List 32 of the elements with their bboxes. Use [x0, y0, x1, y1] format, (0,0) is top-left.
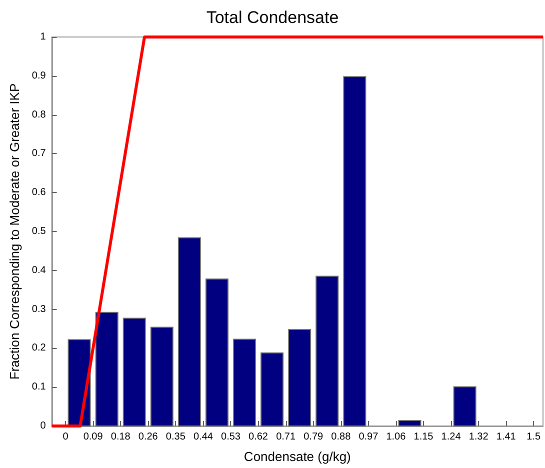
- y-tick-label: 1: [40, 32, 46, 42]
- x-tick-label: 1.32: [468, 432, 489, 442]
- x-axis-title: Condensate (g/kg): [244, 449, 351, 464]
- x-tick-label: 0.79: [304, 432, 324, 442]
- y-tick-label: 0.4: [32, 264, 46, 276]
- chart-title: Total Condensate: [206, 8, 339, 27]
- x-tick-label: 1.5: [526, 432, 542, 442]
- x-tick-label: 1.41: [496, 432, 516, 442]
- x-tick-label: 1.06: [386, 432, 406, 442]
- x-tick-label: 0.35: [166, 432, 186, 442]
- x-tick-label: 0: [62, 432, 69, 442]
- x-tick-label: 0.71: [276, 432, 296, 442]
- y-tick-label: 0.6: [32, 187, 46, 198]
- x-tick-label: 1.24: [441, 432, 462, 442]
- x-tick-label: 0.09: [83, 432, 104, 442]
- y-tick-label: 0.7: [32, 148, 46, 160]
- x-tick-label: 0.44: [193, 432, 214, 442]
- x-tick-label: 0.88: [331, 432, 352, 442]
- y-tick-label: 0.3: [32, 304, 46, 315]
- x-tick-label: 0.18: [110, 432, 131, 442]
- y-tick-label: 0.9: [32, 70, 46, 82]
- y-tick-label: 0.8: [32, 109, 46, 120]
- y-tick-label: 0.5: [32, 226, 46, 237]
- x-tick-label: 0.62: [248, 432, 268, 442]
- y-axis-title: Fraction Corresponding to Moderate or Greater IKP: [7, 83, 22, 380]
- y-tick-label: 0: [40, 420, 46, 432]
- x-tick-label: 0.26: [138, 432, 158, 442]
- x-tick-label: 0.53: [221, 432, 241, 442]
- x-tick-label: 1.15: [414, 432, 434, 442]
- y-tick-label: 0.1: [32, 382, 46, 393]
- y-tick-label: 0.2: [32, 342, 46, 354]
- x-tick-label: 0.97: [358, 432, 379, 442]
